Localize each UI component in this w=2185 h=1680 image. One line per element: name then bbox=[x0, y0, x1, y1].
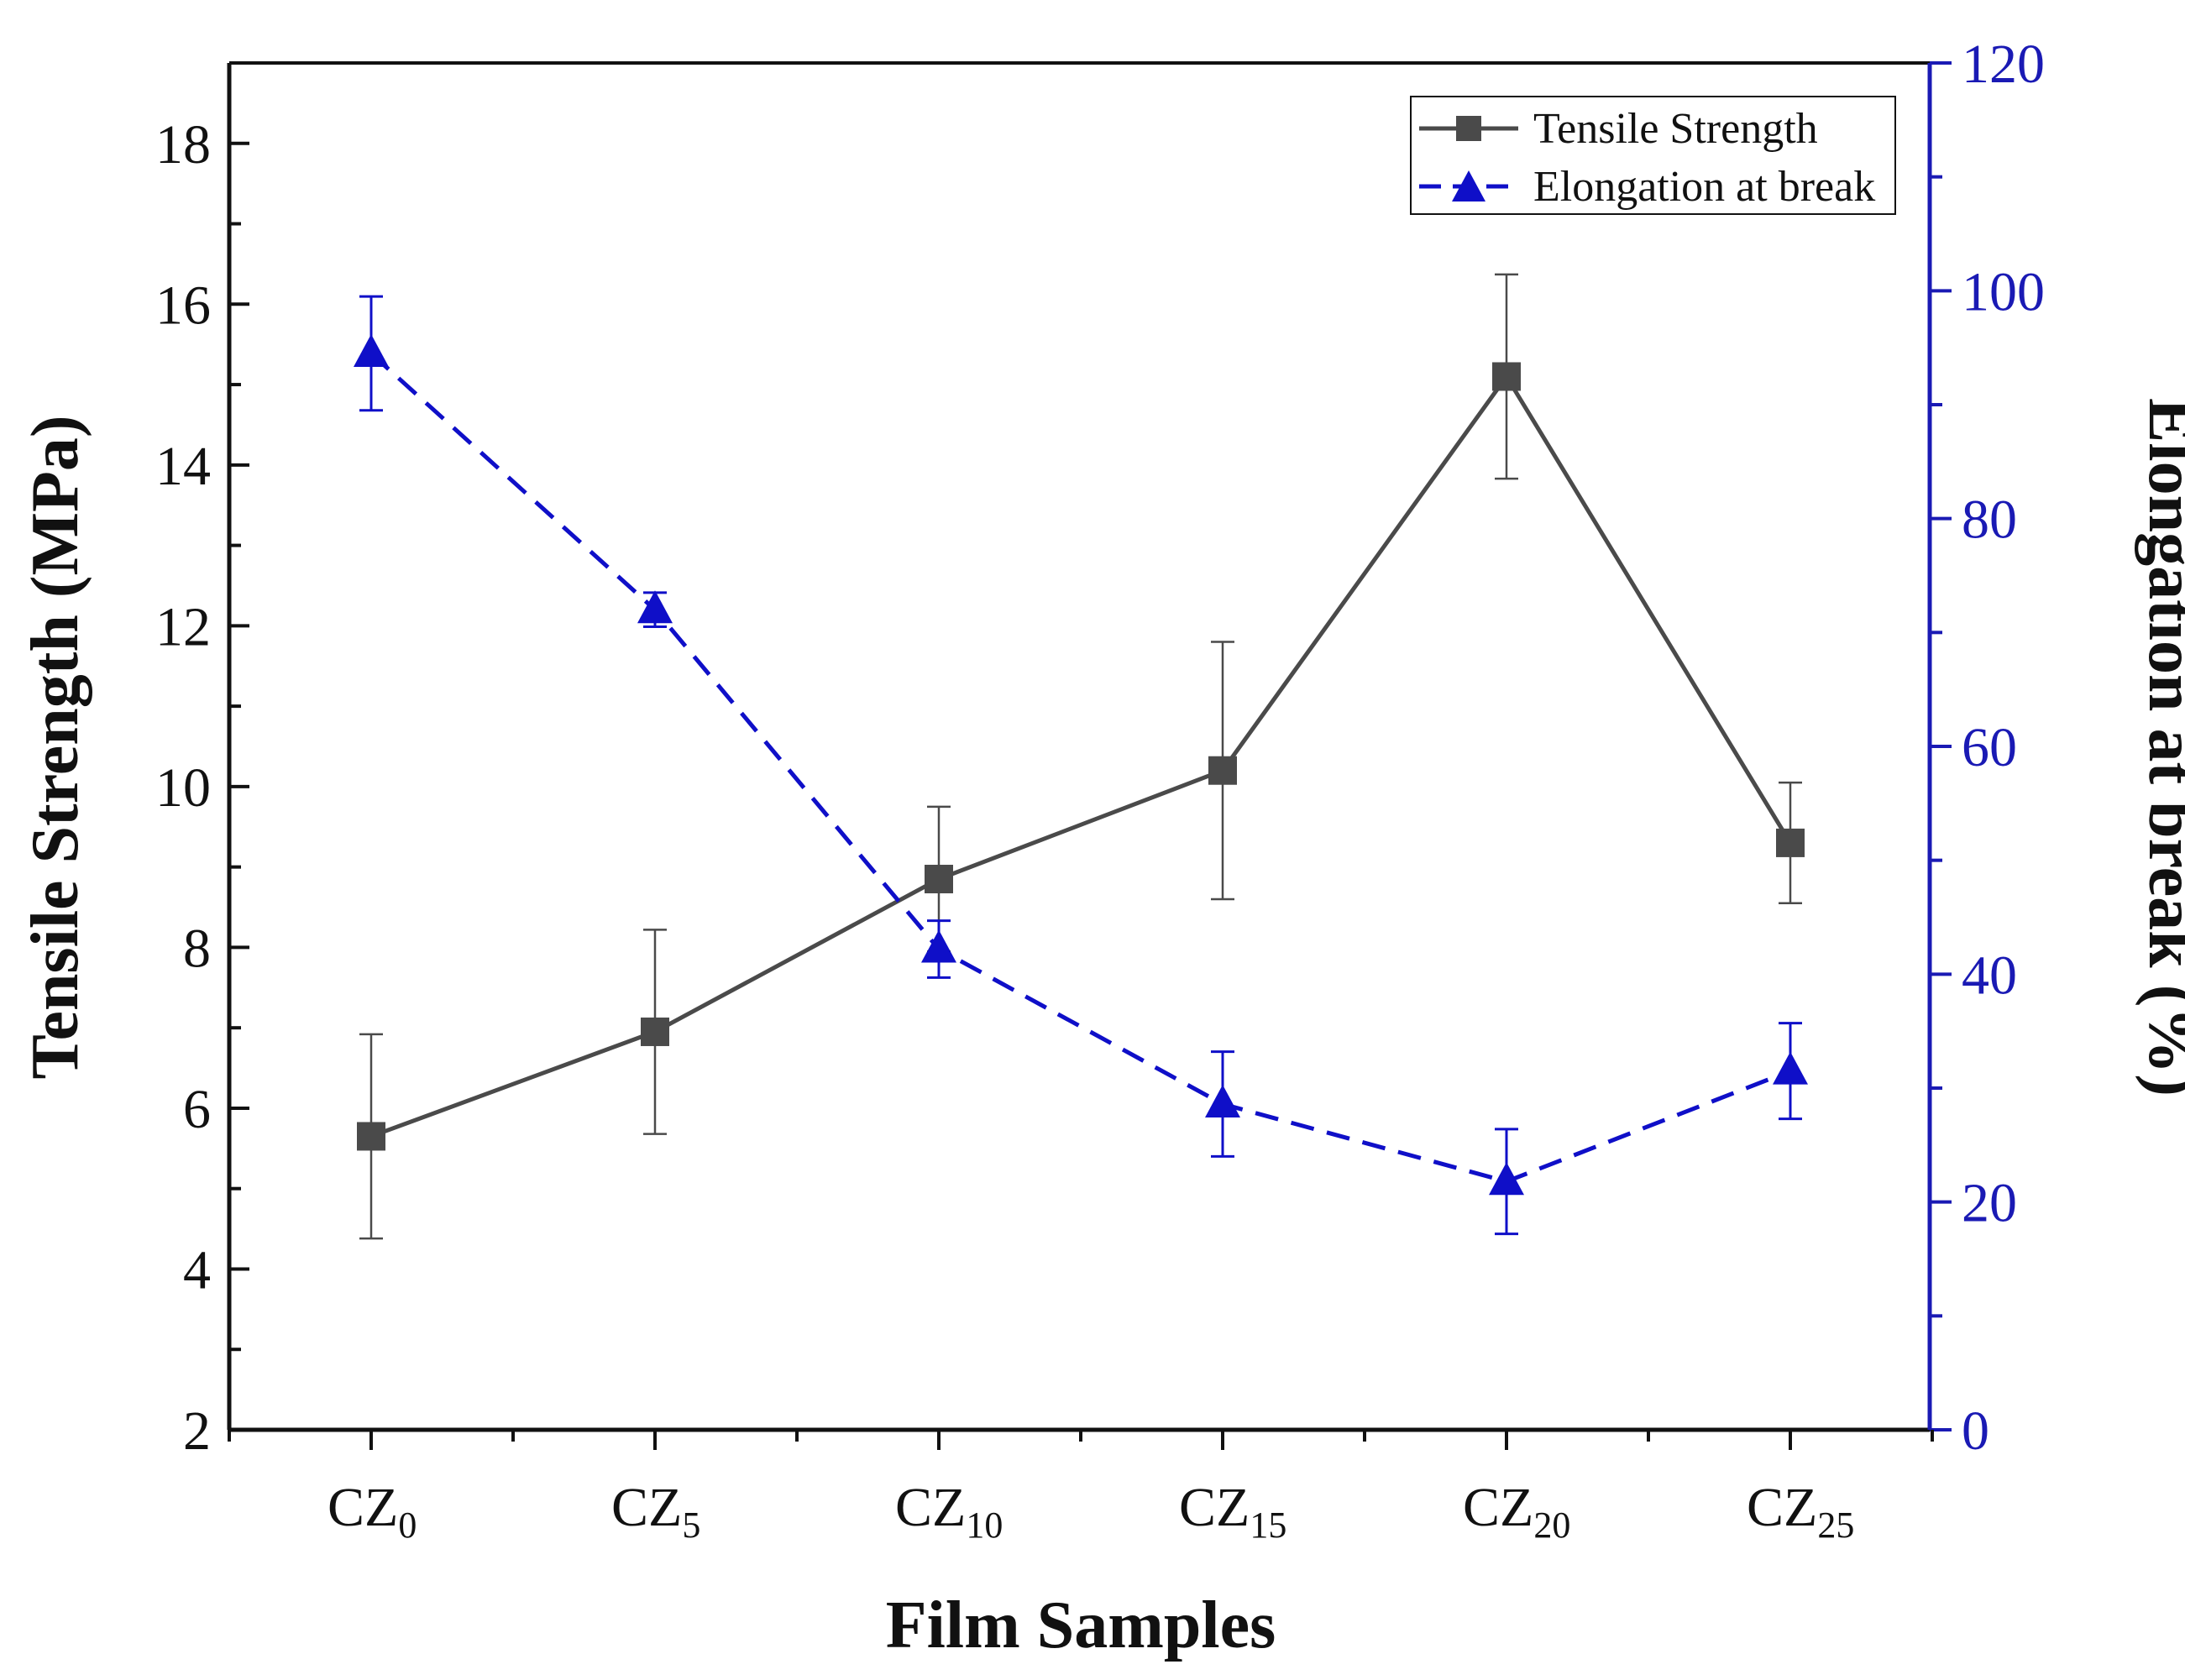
left-tick-label: 8 bbox=[183, 918, 211, 979]
right-y-axis: 0 20 40 60 80 100 120 bbox=[1930, 34, 2045, 1462]
legend-box bbox=[1410, 96, 1896, 215]
series-line bbox=[369, 352, 1791, 1184]
legend-label-elongation: Elongation at break bbox=[1533, 163, 1875, 211]
data-point bbox=[1773, 1051, 1808, 1085]
left-tick-label: 12 bbox=[155, 596, 211, 657]
right-tick-label: 80 bbox=[1962, 489, 2017, 551]
x-tick-label: CZ20 bbox=[1463, 1477, 1570, 1546]
left-tick-label: 2 bbox=[183, 1400, 211, 1462]
right-tick-label: 120 bbox=[1962, 34, 2045, 95]
left-tick-label: 4 bbox=[183, 1239, 211, 1301]
right-tick-label: 20 bbox=[1962, 1173, 2017, 1234]
data-point bbox=[925, 865, 953, 894]
legend-marker-elongation bbox=[1452, 170, 1485, 201]
data-point bbox=[354, 333, 389, 367]
left-tick-label: 16 bbox=[155, 275, 211, 336]
data-point bbox=[357, 1122, 385, 1151]
left-tick-label: 6 bbox=[183, 1079, 211, 1140]
data-point bbox=[1208, 756, 1237, 785]
y-axis-title: Tensile Strength (MPa) bbox=[18, 415, 92, 1079]
x-tick-label: CZ25 bbox=[1747, 1477, 1854, 1546]
data-point bbox=[1492, 362, 1521, 391]
data-point bbox=[921, 929, 956, 963]
data-point bbox=[1776, 828, 1805, 857]
series-elongation-at-break bbox=[354, 295, 1808, 1236]
left-tick-label: 14 bbox=[155, 436, 211, 497]
data-point bbox=[1205, 1084, 1240, 1117]
legend: Tensile Strength Elongation at break bbox=[1410, 96, 1896, 215]
legend-label-tensile: Tensile Strength bbox=[1533, 105, 1818, 153]
right-tick-label: 40 bbox=[1962, 945, 2017, 1006]
data-point bbox=[1489, 1162, 1524, 1196]
data-point bbox=[641, 1017, 669, 1046]
left-tick-label: 10 bbox=[155, 757, 211, 819]
legend-marker-tensile bbox=[1456, 116, 1481, 141]
left-tick-label: 18 bbox=[155, 114, 211, 175]
right-tick-label: 0 bbox=[1962, 1400, 1989, 1462]
y2-axis-title: Elongation at break (%) bbox=[2135, 398, 2185, 1096]
x-axis-title: Film Samples bbox=[886, 1588, 1276, 1662]
right-tick-label: 60 bbox=[1962, 717, 2017, 778]
right-tick-label: 100 bbox=[1962, 261, 2045, 322]
series-line bbox=[370, 372, 1793, 1138]
series-tensile-strength bbox=[357, 273, 1805, 1240]
x-tick-label: CZ10 bbox=[895, 1477, 1003, 1546]
x-tick-label: CZ15 bbox=[1179, 1477, 1286, 1546]
x-tick-label: CZ0 bbox=[327, 1477, 417, 1546]
left-y-axis: 2 4 6 8 10 12 14 16 18 bbox=[155, 61, 249, 1462]
x-tick-label: CZ5 bbox=[611, 1477, 700, 1546]
x-axis: CZ0 CZ5 CZ10 CZ15 CZ20 CZ25 bbox=[228, 1430, 1934, 1546]
series-layer bbox=[354, 273, 1808, 1240]
data-point bbox=[637, 590, 673, 624]
